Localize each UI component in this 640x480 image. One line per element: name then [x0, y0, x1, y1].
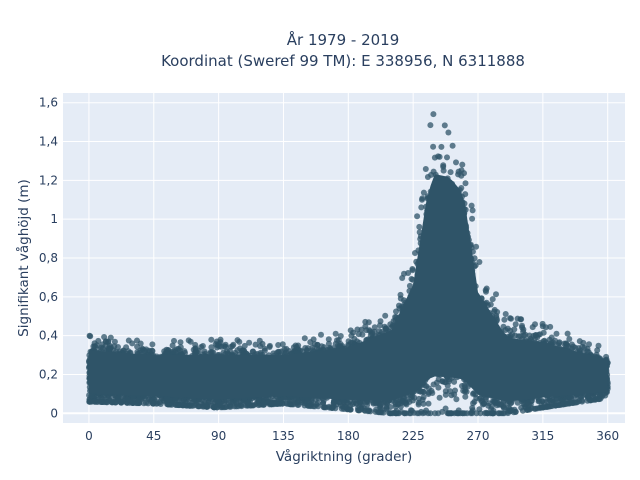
- scatter-point: [502, 311, 509, 317]
- scatter-point: [436, 394, 443, 401]
- scatter-point: [279, 341, 286, 348]
- scatter-point: [566, 336, 573, 342]
- scatter-point: [462, 180, 469, 187]
- scatter-point: [493, 291, 499, 298]
- scatter-point: [266, 344, 273, 350]
- scatter-point: [241, 342, 248, 349]
- chart-title-line2: Koordinat (Sweref 99 TM): E 338956, N 63…: [161, 52, 525, 70]
- scatter-point: [468, 202, 475, 209]
- scatter-point: [595, 342, 602, 349]
- scatter-point: [420, 189, 427, 196]
- scatter-point: [134, 337, 140, 344]
- scatter-point: [451, 378, 458, 385]
- scatter-point: [452, 387, 458, 394]
- scatter-point: [444, 154, 450, 161]
- scatter-point: [418, 204, 425, 211]
- scatter-point: [473, 243, 480, 250]
- scatter-point: [111, 338, 118, 345]
- scatter-point: [469, 207, 476, 214]
- scatter-point: [171, 337, 177, 344]
- scatter-point: [519, 324, 526, 331]
- scatter-point: [430, 381, 437, 388]
- scatter-point: [507, 327, 514, 334]
- scatter-point: [553, 330, 560, 337]
- scatter-point: [430, 143, 437, 150]
- scatter-point: [347, 327, 354, 334]
- scatter-point: [423, 407, 430, 414]
- scatter-point: [453, 159, 459, 166]
- scatter-point: [382, 312, 389, 319]
- scatter-point: [482, 287, 489, 294]
- scatter-point: [246, 339, 253, 346]
- scatter-point: [169, 342, 176, 349]
- scatter-point: [423, 383, 430, 390]
- scatter-point: [111, 343, 118, 350]
- scatter-point: [447, 169, 454, 176]
- scatter-point: [435, 384, 442, 391]
- scatter-point: [377, 322, 383, 329]
- scatter-point: [428, 387, 435, 394]
- chart-title-line1: År 1979 - 2019: [287, 30, 400, 49]
- scatter-point: [325, 336, 332, 343]
- scatter-point: [489, 296, 496, 303]
- scatter-point: [459, 161, 466, 168]
- scatter-point: [564, 330, 571, 337]
- scatter-point: [469, 215, 476, 222]
- scatter-point: [547, 323, 554, 330]
- scatter-points: [86, 111, 611, 417]
- scatter-point: [185, 337, 192, 344]
- scatter-point: [438, 143, 445, 150]
- scatter-point: [496, 410, 503, 417]
- scatter-point: [427, 410, 434, 417]
- scatter-point: [453, 396, 460, 403]
- scatter-point: [445, 129, 452, 136]
- scatter-point: [354, 326, 361, 333]
- scatter-point: [425, 400, 432, 407]
- scatter-point: [149, 341, 156, 348]
- scatter-point: [261, 345, 268, 352]
- scatter-point: [428, 171, 435, 178]
